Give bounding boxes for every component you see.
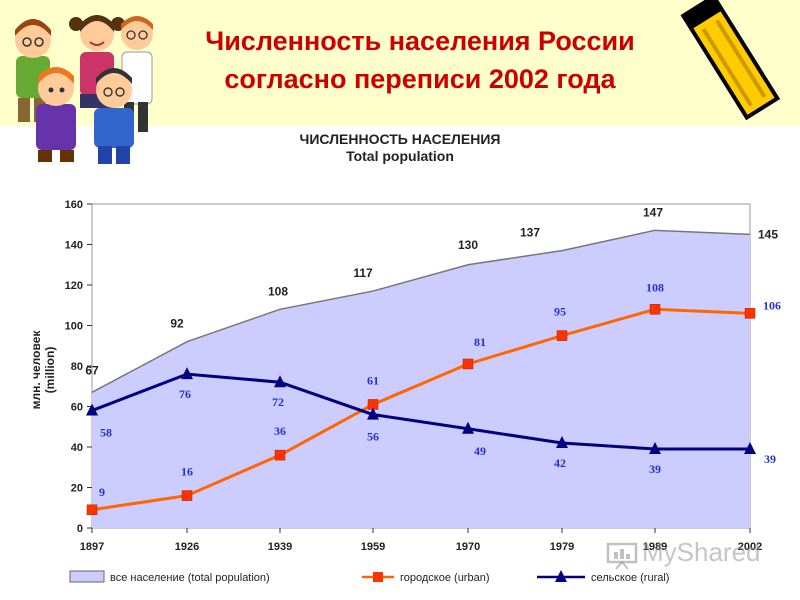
urban-data-label: 81 xyxy=(474,335,486,349)
presentation-icon xyxy=(606,542,638,570)
urban-data-label: 61 xyxy=(367,373,379,387)
total-data-label: 137 xyxy=(520,226,540,240)
legend-urban-marker xyxy=(373,572,383,582)
total-data-label: 108 xyxy=(268,284,288,298)
rural-point xyxy=(367,407,379,420)
rural-data-label: 72 xyxy=(272,395,284,409)
total-population-line xyxy=(91,229,751,393)
chart-title: ЧИСЛЕННОСТЬ НАСЕЛЕНИЯ xyxy=(299,131,501,147)
urban-data-label: 16 xyxy=(181,465,193,479)
legend-total-swatch xyxy=(69,570,105,583)
rural-data-label: 76 xyxy=(179,387,191,401)
y-tick-label: 20 xyxy=(71,483,83,495)
y-tick-label: 100 xyxy=(65,321,83,333)
rural-data-label: 58 xyxy=(100,426,112,440)
urban-data-label: 36 xyxy=(274,424,286,438)
total-data-label: 92 xyxy=(170,317,184,331)
x-tick-label: 1959 xyxy=(361,541,385,553)
rural-data-label: 39 xyxy=(649,462,661,476)
urban-data-label: 9 xyxy=(99,485,105,499)
x-tick-label: 1970 xyxy=(456,541,480,553)
rural-line xyxy=(91,372,750,451)
rural-point xyxy=(86,403,98,416)
title-line-1: Численность населения России xyxy=(205,26,635,56)
watermark: MyShared xyxy=(642,537,761,567)
urban-data-label: 108 xyxy=(646,280,664,294)
rural-point xyxy=(462,421,474,434)
rural-data-label: 49 xyxy=(474,444,486,458)
x-tick-label: 1897 xyxy=(80,541,104,553)
rural-data-label: 56 xyxy=(367,430,379,444)
legend-total-label: все население (total population) xyxy=(110,572,270,584)
legend-rural-label: сельское (rural) xyxy=(591,572,669,584)
urban-data-label: 106 xyxy=(763,298,781,312)
x-tick-label: 1979 xyxy=(550,541,574,553)
urban-point xyxy=(181,490,193,501)
urban-point xyxy=(86,504,98,516)
total-population-area xyxy=(92,230,750,528)
population-chart: 0 20 40 60 80 100 120 140 160 1897 1926 1939 1959 197… xyxy=(29,199,781,584)
rural-point xyxy=(744,442,756,455)
rural-point xyxy=(556,435,568,448)
chart-subtitle: Total population xyxy=(346,148,454,164)
y-tick-label: 0 xyxy=(77,523,83,535)
rural-data-label: 42 xyxy=(554,456,566,470)
urban-line xyxy=(91,307,751,512)
urban-point xyxy=(649,304,661,315)
chart-title-block: ЧИСЛЕННОСТЬ НАСЕЛЕНИЯ Total population xyxy=(230,131,570,165)
total-data-label: 145 xyxy=(758,227,778,241)
x-tick-label: 1926 xyxy=(175,541,199,553)
y-axis-title: млн. человек xyxy=(29,330,43,410)
y-tick-label: 80 xyxy=(71,361,83,373)
rural-point xyxy=(181,367,193,380)
legend-rural-marker xyxy=(555,570,567,582)
urban-data-label: 95 xyxy=(554,305,566,319)
x-tick-label: 1939 xyxy=(268,541,292,553)
total-data-label: 117 xyxy=(353,266,373,280)
page-title: Численность населения России согласно пе… xyxy=(150,22,690,98)
y-tick-label: 140 xyxy=(65,240,83,252)
urban-point xyxy=(556,330,568,341)
y-tick-label: 60 xyxy=(71,402,83,414)
x-tick-label: 1989 xyxy=(643,541,667,553)
urban-point xyxy=(274,449,286,461)
total-data-label: 130 xyxy=(458,238,478,252)
rural-point xyxy=(274,375,286,388)
rural-data-label: 39 xyxy=(764,452,776,466)
urban-point xyxy=(744,308,756,319)
y-axis-subtitle: (million) xyxy=(43,347,57,394)
urban-point xyxy=(462,358,474,370)
y-tick-label: 120 xyxy=(65,280,83,292)
pencil-clipart-icon xyxy=(680,0,781,121)
title-line-2: согласно переписи 2002 года xyxy=(224,64,616,94)
rural-point xyxy=(649,442,661,455)
total-data-label: 67 xyxy=(85,363,99,377)
children-clipart-icon xyxy=(15,15,153,164)
total-data-label: 147 xyxy=(643,205,663,219)
y-tick-label: 160 xyxy=(65,199,83,211)
y-tick-label: 40 xyxy=(71,442,83,454)
legend-urban-label: городское (urban) xyxy=(400,572,490,584)
x-tick-label: 2002 xyxy=(738,541,762,553)
